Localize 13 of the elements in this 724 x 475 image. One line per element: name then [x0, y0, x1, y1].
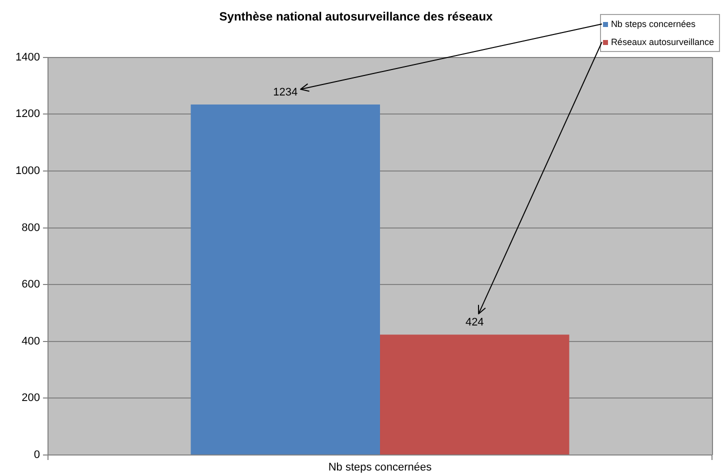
chart-title: Synthèse national autosurveillance des réseaux [219, 10, 494, 24]
data-label: 424 [465, 316, 484, 329]
y-tick-label: 1400 [16, 51, 40, 64]
y-tick-label: 1200 [16, 108, 40, 120]
data-label: 1234 [273, 86, 298, 99]
legend-label: Réseaux autosurveillance [610, 37, 714, 47]
legend-label: Nb steps concernées [610, 19, 696, 29]
y-tick-label: 400 [22, 335, 40, 348]
y-tick-label: 800 [22, 222, 40, 234]
y-tick-label: 200 [22, 392, 40, 404]
y-tick-label: 600 [22, 278, 40, 291]
y-tick-label: 1000 [16, 165, 40, 178]
y-tick-label: 0 [34, 449, 40, 462]
